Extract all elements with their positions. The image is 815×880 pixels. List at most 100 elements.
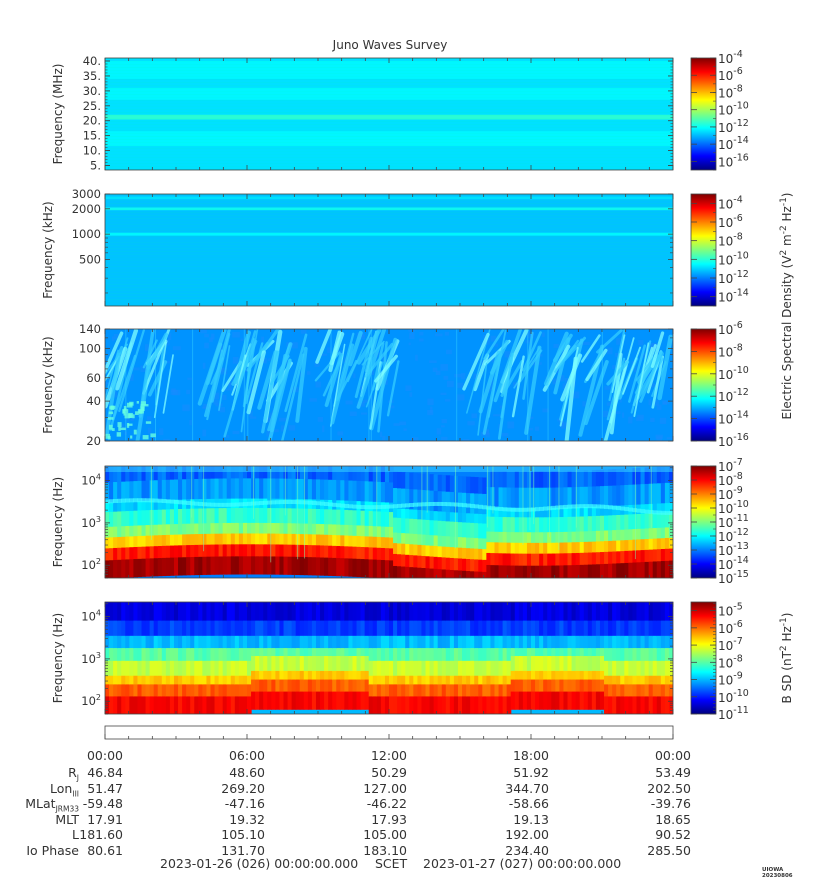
electric-cbar-label: Electric Spectral Density (V2 m-2 Hz-1): [779, 192, 794, 419]
spectrogram-p3: [105, 329, 673, 441]
cbar-tick-label: 10-12: [718, 118, 749, 135]
xtick-label: 12:00: [371, 748, 407, 763]
ytick-label: 25.: [83, 99, 101, 113]
cbar-tick-label: 10-12: [718, 269, 749, 286]
colorbar-p4: 10-710-810-910-1010-1110-1210-1310-1410-…: [690, 457, 749, 586]
xtick-label: 06:00: [229, 748, 265, 763]
ephemeris-value: 344.70: [505, 780, 549, 796]
ytick-label: 2000: [72, 202, 101, 216]
chart-title: Juno Waves Survey: [332, 38, 448, 52]
cbar-tick-label: 10-6: [718, 213, 743, 230]
cbar-tick-label: 10-14: [718, 410, 749, 427]
cbar-tick-label: 10-10: [718, 101, 749, 118]
footer-start-time: 2023-01-26 (026) 00:00:00.000: [160, 856, 359, 871]
ytick-label: 20: [86, 434, 101, 448]
ylabel-p1: Frequency (MHz): [51, 64, 65, 165]
cbar-tick-label: 10-10: [718, 365, 749, 382]
ephemeris-value: 18.65: [655, 811, 691, 827]
ephemeris-value: 131.70: [221, 842, 265, 858]
panel-p4: 102 103 104 Frequency (Hz) 10-710-810-910-10…: [51, 457, 749, 586]
ytick-label: 103: [81, 515, 101, 530]
credit-stamp: UIOWA 20230806: [762, 867, 793, 879]
ytick-label: 5.: [90, 159, 101, 173]
emission-band: [105, 60, 673, 79]
ephemeris-label: Io Phase: [26, 842, 79, 858]
ephemeris-value: 285.50: [647, 842, 691, 858]
ephemeris-value: 51.47: [87, 780, 123, 796]
ephemeris-value: 17.91: [87, 811, 123, 827]
ylabel-p2: Frequency (kHz): [41, 201, 55, 298]
ephemeris-label: MLT: [55, 811, 79, 827]
ephemeris-value: -47.16: [224, 796, 265, 811]
ytick-label: 104: [81, 473, 101, 488]
footer-scet-label: SCET: [375, 856, 408, 871]
cbar-tick-label: 10-7: [718, 636, 743, 653]
cbar-tick-label: 10-6: [718, 320, 743, 337]
ytick-label: 3000: [72, 187, 101, 201]
cbar-tick-label: 10-10: [718, 250, 749, 267]
ytick-label: 102: [81, 693, 101, 708]
ytick-label: 35.: [83, 69, 101, 83]
ytick-label: 103: [81, 651, 101, 666]
ephemeris-label: MLatJRM33: [25, 796, 79, 814]
ephemeris-value: 51.92: [513, 765, 549, 780]
ytick-label: 140: [79, 322, 101, 336]
ytick-label: 40.: [83, 54, 101, 68]
cbar-tick-label: 10-8: [718, 342, 743, 359]
ephemeris-value: 53.49: [655, 765, 691, 780]
ytick-label: 30.: [83, 84, 101, 98]
ephemeris-value: 48.60: [229, 765, 265, 780]
magnetic-cbar-label: B SD (nT2 Hz-1): [779, 613, 794, 704]
ytick-label: 104: [81, 609, 101, 624]
ephemeris-value: 19.32: [229, 811, 265, 827]
ephemeris-value: 183.10: [363, 842, 407, 858]
colorbar-p3: 10-6 10-8 10-10 10-12 10-14 10-16: [690, 320, 749, 449]
cbar-tick-label: 10-14: [718, 135, 749, 152]
ytick-label: 60: [86, 371, 101, 385]
ephemeris-value: 105.10: [221, 827, 265, 842]
cbar-tick-label: 10-8: [718, 653, 743, 670]
cbar-tick-label: 10-15: [718, 569, 749, 586]
ephemeris-value: 269.20: [221, 780, 265, 796]
cbar-tick-label: 10-8: [718, 232, 743, 249]
ytick-label: 40: [86, 394, 101, 408]
cbar-tick-label: 10-6: [718, 619, 743, 636]
ephemeris-value: 17.93: [371, 811, 407, 827]
ytick-label: 10.: [83, 144, 101, 158]
emission-band: [105, 114, 673, 120]
emission-band: [105, 232, 673, 236]
cbar-tick-label: 10-16: [718, 432, 749, 449]
ephemeris-value: 181.60: [79, 827, 123, 842]
ytick-label: 500: [79, 252, 101, 266]
spectrogram-p4: [105, 466, 673, 578]
cbar-tick-label: 10-5: [718, 602, 743, 619]
spectrogram-p5: [105, 602, 673, 714]
ephemeris-label: LonIII: [50, 780, 79, 799]
cbar-tick-label: 10-11: [718, 705, 749, 722]
cbar-tick-label: 10-6: [718, 66, 743, 83]
ephemeris-value: -46.22: [366, 796, 407, 811]
ytick-label: 1000: [72, 227, 101, 241]
cbar-tick-label: 10-10: [718, 688, 749, 705]
emission-band: [105, 131, 673, 147]
xtick-label: 18:00: [513, 748, 549, 763]
ytick-label: 102: [81, 557, 101, 572]
cbar-tick-label: 10-9: [718, 671, 743, 688]
ephemeris-value: -58.66: [508, 796, 549, 811]
cbar-tick-label: 10-12: [718, 387, 749, 404]
ephemeris-value: 234.40: [505, 842, 549, 858]
cbar-tick-label: 10-8: [718, 83, 743, 100]
ephemeris-value: 46.84: [87, 765, 123, 780]
ephemeris-value: -39.76: [650, 796, 691, 811]
ephemeris-label: L: [72, 827, 79, 842]
ephemeris-value: 80.61: [87, 842, 123, 858]
ephemeris-value: 90.52: [655, 827, 691, 842]
time-axis: 00:00 06:00 12:00 18:00 00:00: [87, 725, 691, 763]
emission-band: [105, 87, 673, 100]
spectrogram-p2: [105, 194, 673, 306]
ephemeris-value: 127.00: [363, 780, 407, 796]
